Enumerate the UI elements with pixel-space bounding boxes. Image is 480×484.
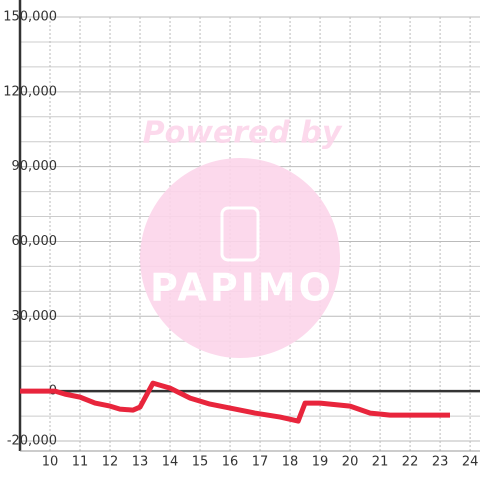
y-tick-label: 90,000: [12, 159, 58, 174]
x-tick-label: 13: [132, 455, 149, 470]
x-tick-label: 23: [432, 455, 449, 470]
watermark-text: Powered by: [143, 116, 343, 151]
watermark-circle: [140, 158, 340, 358]
x-tick-label: 15: [192, 455, 209, 470]
x-tick-label: 14: [162, 455, 179, 470]
x-tick-label: 12: [102, 455, 119, 470]
y-tick-label: -20,000: [7, 434, 57, 449]
x-tick-label: 10: [42, 455, 59, 470]
y-tick-label: 120,000: [3, 84, 57, 99]
line-series: [20, 380, 450, 424]
x-tick-label: 18: [282, 455, 299, 470]
x-tick-label: 11: [72, 455, 89, 470]
x-tick-label: 24: [462, 455, 479, 470]
x-tick-label: 19: [312, 455, 329, 470]
y-tick-label: 150,000: [3, 10, 57, 25]
x-tick-label: 22: [402, 455, 419, 470]
watermark-icon: [220, 206, 260, 262]
watermark: PAPIMO Powered by: [140, 116, 343, 358]
y-tick-label: 30,000: [12, 309, 58, 324]
watermark-logo: PAPIMO: [150, 266, 334, 310]
x-tick-label: 21: [372, 455, 389, 470]
x-tick-label: 20: [342, 455, 359, 470]
x-tick-label: 16: [222, 455, 239, 470]
x-tick-label: 17: [252, 455, 269, 470]
y-tick-label: 60,000: [12, 234, 58, 249]
